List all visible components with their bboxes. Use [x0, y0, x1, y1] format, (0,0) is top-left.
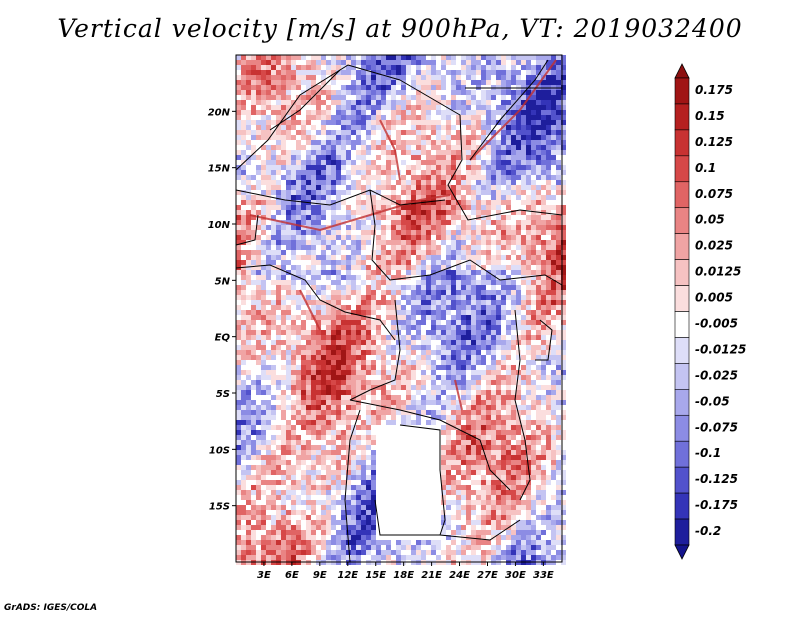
colorbar-label: 0.125: [695, 135, 733, 149]
colorbar-label: -0.05: [695, 394, 730, 408]
border-line: [399, 79, 563, 221]
lat-tick-label: 10S: [209, 445, 230, 456]
colorbar-top-arrow: [674, 63, 690, 79]
lon-tick-label: 18E: [393, 570, 414, 581]
colorbar-label: -0.005: [695, 316, 738, 330]
colorbar-swatch: [674, 155, 690, 183]
colorbar-label: 0.0125: [695, 265, 741, 279]
colorbar-swatch: [674, 363, 690, 390]
colorbar-label: 0.075: [695, 187, 733, 201]
border-line: [535, 319, 553, 361]
colorbar-label: 0.025: [695, 239, 733, 253]
lon-tick-label: 6E: [285, 570, 299, 581]
lat-tick-label: 5S: [216, 389, 230, 400]
lon-tick-label: 30E: [505, 570, 526, 581]
colorbar-swatch: [674, 259, 690, 286]
colorbar-swatch: [674, 414, 690, 442]
lat-tick-label: 10N: [208, 220, 231, 231]
border-line: [469, 59, 549, 161]
border-line: [514, 309, 531, 501]
colorbar-swatch: [674, 311, 690, 338]
lat-tick-label: 15S: [209, 502, 230, 513]
colorbar-swatch: [674, 466, 690, 494]
border-line: [349, 399, 511, 491]
colorbar-label: -0.125: [695, 472, 738, 486]
border-line: [269, 69, 341, 131]
colorbar-label: 0.005: [695, 291, 733, 305]
colorbar-label: -0.1: [695, 446, 721, 460]
lon-tick-label: 12E: [337, 570, 358, 581]
colorbar-label: 0.05: [695, 213, 725, 227]
axis-ticks: 20N 15N 10N 5N EQ 5S 10S 15S 3E 6E 9E 12E 15E 18E 21E 2…: [208, 107, 554, 581]
grads-credit: GrADS: IGES/COLA: [4, 603, 98, 613]
colorbar-swatch: [674, 518, 690, 546]
colorbar-swatch: [674, 337, 690, 364]
colorbar-swatch: [674, 77, 690, 105]
colorbar-label: -0.0125: [695, 342, 746, 356]
colorbar-label: 0.1: [695, 161, 716, 175]
border-line: [235, 214, 259, 246]
border-line: [235, 264, 396, 341]
colorbar-bottom-arrow: [674, 544, 690, 560]
lon-tick-label: 21E: [421, 570, 442, 581]
colorbar-swatch: [674, 181, 690, 209]
colorbar-label: -0.075: [695, 420, 738, 434]
lat-tick-label: 15N: [208, 164, 231, 175]
border-line: [235, 64, 401, 171]
map-title: Vertical velocity [m/s] at 900hPa, VT: 2…: [57, 14, 743, 43]
velocity-field: [236, 55, 566, 565]
colorbar-swatch: [674, 389, 690, 416]
border-line: [399, 424, 446, 536]
colorbar-swatch: [674, 129, 690, 157]
lon-tick-label: 33E: [533, 570, 554, 581]
border-line: [235, 189, 446, 206]
map-frame: [235, 54, 563, 563]
colorbar-swatch: [674, 233, 690, 260]
lat-tick-label: EQ: [215, 333, 231, 344]
colorbar: 0.175 0.15 0.125 0.1 0.075 0.05 0.025 0.0125 0.0…: [674, 63, 746, 560]
colorbar-label: 0.15: [695, 109, 725, 123]
border-line: [349, 299, 401, 401]
colorbar-label: -0.175: [695, 498, 738, 512]
lat-tick-label: 20N: [208, 107, 231, 118]
lon-tick-label: 15E: [365, 570, 386, 581]
lat-tick-label: 5N: [215, 276, 231, 287]
colorbar-swatch: [674, 285, 690, 312]
border-line: [344, 409, 361, 563]
lon-tick-label: 9E: [313, 570, 327, 581]
colorbar-swatch: [674, 440, 690, 468]
colorbar-label: 0.175: [695, 83, 733, 97]
lon-tick-label: 3E: [257, 570, 271, 581]
border-line: [369, 189, 563, 286]
colorbar-swatch: [674, 103, 690, 131]
lon-tick-label: 27E: [477, 570, 498, 581]
country-borders: [235, 59, 563, 563]
border-line: [374, 499, 521, 541]
colorbar-label: -0.2: [695, 524, 721, 538]
colorbar-swatch: [674, 207, 690, 234]
colorbar-swatch: [674, 492, 690, 520]
lon-tick-label: 24E: [449, 570, 470, 581]
colorbar-label: -0.025: [695, 368, 738, 382]
